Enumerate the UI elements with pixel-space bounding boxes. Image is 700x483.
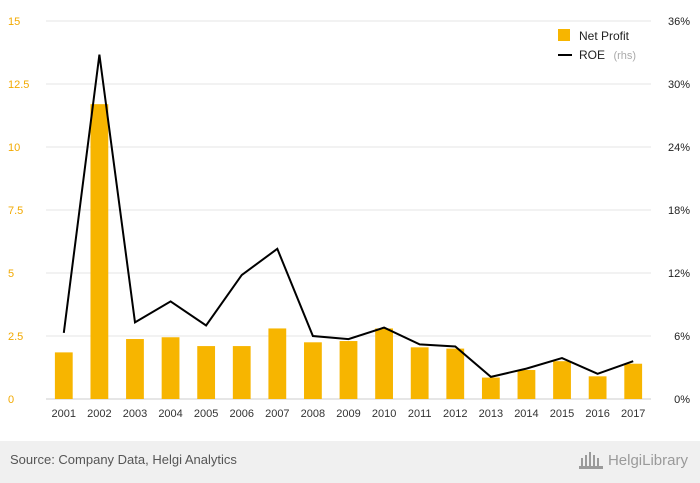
bar-net-profit-2007 — [268, 328, 287, 399]
library-building-icon — [578, 452, 603, 469]
helgi-library-logo: HelgiLibrary — [578, 450, 688, 470]
bar-net-profit-2001 — [54, 352, 73, 399]
logo-text: HelgiLibrary — [607, 451, 688, 469]
x-tick-label: 2017 — [621, 408, 645, 420]
bar-net-profit-2004 — [161, 337, 180, 399]
bar-net-profit-2011 — [410, 347, 429, 399]
grid-lines — [46, 20, 651, 400]
x-tick-label: 2007 — [265, 408, 289, 420]
x-tick-label: 2003 — [123, 408, 147, 420]
x-tick-label: 2010 — [372, 408, 396, 420]
right-tick-label: 18% — [668, 205, 690, 217]
left-tick-label: 7.5 — [8, 205, 23, 217]
bar-net-profit-2014 — [517, 370, 536, 399]
x-tick-label: 2015 — [550, 408, 574, 420]
left-tick-label: 12.5 — [8, 79, 29, 91]
bar-net-profit-2008 — [304, 342, 322, 399]
legend-label-roe-note: (rhs) — [613, 50, 636, 62]
x-axis-ticks: 2001 2002 2003 2004 2005 2006 2007 2008 2009 2010… — [52, 408, 646, 420]
legend-swatch-net-profit — [558, 29, 570, 41]
legend-label-roe: ROE (rhs) — [579, 46, 636, 63]
legend-label-roe-name: ROE — [579, 48, 605, 62]
bar-net-profit-2005 — [197, 346, 216, 399]
line-series-roe — [62, 54, 634, 378]
legend: Net Profit ROE (rhs) — [558, 29, 636, 63]
x-tick-label: 2014 — [514, 408, 538, 420]
left-tick-label: 0 — [8, 394, 14, 406]
source-text: Source: Company Data, Helgi Analytics — [10, 452, 237, 467]
right-tick-label: 24% — [668, 142, 690, 154]
left-tick-label: 10 — [8, 142, 20, 154]
x-tick-label: 2004 — [158, 408, 182, 420]
right-axis-ticks: 0% 6% 12% 18% 24% 30% 36% — [668, 16, 690, 406]
x-tick-label: 2002 — [87, 408, 111, 420]
right-tick-label: 36% — [668, 16, 690, 28]
line-roe — [62, 54, 634, 378]
left-tick-label: 2.5 — [8, 331, 23, 343]
x-tick-label: 2008 — [301, 408, 325, 420]
right-tick-label: 30% — [668, 79, 690, 91]
bar-net-profit-2017 — [624, 363, 643, 399]
bar-net-profit-2006 — [232, 346, 251, 399]
left-tick-label: 15 — [8, 16, 20, 28]
left-axis-ticks: 0 2.5 5 7.5 10 12.5 15 — [8, 16, 29, 406]
bar-net-profit-2012 — [446, 348, 465, 399]
bar-series-net-profit — [54, 104, 643, 399]
legend-label-net-profit: Net Profit — [579, 29, 630, 43]
x-tick-label: 2011 — [408, 408, 432, 420]
bar-net-profit-2003 — [126, 339, 144, 399]
right-tick-label: 12% — [668, 268, 690, 280]
x-tick-label: 2013 — [479, 408, 503, 420]
right-tick-label: 6% — [674, 331, 690, 343]
bar-net-profit-2015 — [553, 361, 571, 399]
left-tick-label: 5 — [8, 268, 14, 280]
x-tick-label: 2009 — [336, 408, 360, 420]
bar-net-profit-2002 — [90, 104, 109, 399]
x-tick-label: 2005 — [194, 408, 218, 420]
x-tick-label: 2006 — [229, 408, 253, 420]
x-tick-label: 2001 — [52, 408, 76, 420]
bar-net-profit-2016 — [588, 376, 607, 399]
bar-net-profit-2009 — [339, 341, 358, 399]
x-tick-label: 2012 — [443, 408, 467, 420]
bar-net-profit-2013 — [481, 377, 500, 399]
footer: Source: Company Data, Helgi Analytics He… — [0, 441, 700, 483]
x-tick-label: 2016 — [585, 408, 609, 420]
bar-net-profit-2010 — [375, 328, 393, 399]
right-tick-label: 0% — [674, 394, 690, 406]
chart: 0 2.5 5 7.5 10 12.5 15 0% 6% 12% 18% 24% 30% 36% 200… — [8, 16, 690, 420]
